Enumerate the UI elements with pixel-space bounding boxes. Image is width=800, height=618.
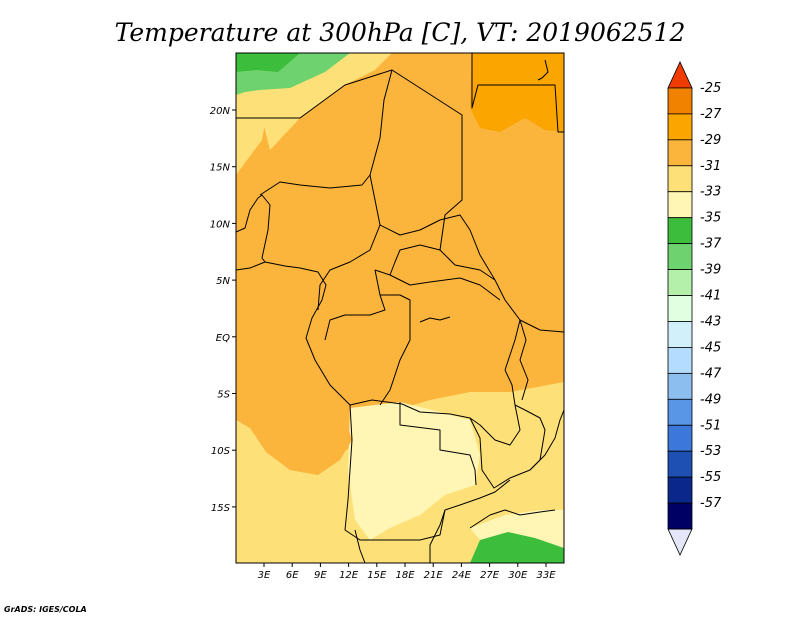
colorbar-label: -49: [700, 392, 721, 407]
colorbar-swatch: [667, 502, 693, 530]
map-panel: 3E 6E 9E 12E 15E 18E 21E 24E 27E 30E 33E 20N 15N 10N…: [210, 52, 565, 581]
colorbar-label: -33: [700, 185, 721, 200]
lat-tick-label: 20N: [210, 106, 231, 117]
colorbar-swatch: [667, 87, 693, 115]
colorbar-swatch: [667, 398, 693, 426]
colorbar-swatch: [667, 321, 693, 348]
coastline-west: [236, 261, 564, 489]
colorbar-label: -57: [700, 496, 722, 511]
lon-tick-label: 24E: [452, 570, 472, 581]
border-egypt-sudan: [471, 53, 564, 133]
lon-tick-label: 15E: [367, 570, 387, 581]
lat-tick-label: 5N: [216, 276, 230, 287]
colorbar-label: -53: [700, 444, 721, 459]
latitude-ticks: 20N 15N 10N 5N EQ 5S 10S 15S: [210, 106, 236, 514]
colorbar-swatch: [667, 372, 693, 400]
lon-tick-label: 18E: [395, 570, 415, 581]
colorbar-swatch: [667, 217, 693, 245]
colorbar-label: -25: [700, 81, 721, 96]
lat-tick-label: 10N: [210, 219, 231, 230]
map-frame: [235, 52, 565, 564]
lon-tick-label: 27E: [480, 570, 500, 581]
colorbar-label: -43: [700, 314, 721, 329]
border-angola-drc: [399, 402, 477, 486]
colorbar-swatch: [667, 269, 693, 296]
colorbar-label: -27: [700, 107, 722, 122]
field-band-35-37-south: [470, 532, 564, 563]
colorbar-label: -35: [700, 211, 721, 226]
border-drc-east: [469, 369, 521, 446]
lat-tick-label: EQ: [216, 333, 230, 344]
colorbar-label: -55: [700, 470, 721, 485]
border-chad-car: [389, 244, 441, 276]
lon-tick-label: 30E: [508, 570, 528, 581]
lat-tick-label: 5S: [217, 390, 230, 401]
border-angola: [344, 404, 511, 541]
colorbar: -25 -27 -29 -31 -33 -35 -37 -39 -41 -43 -45 -47 -49 -…: [667, 61, 722, 556]
colorbar-label: -37: [700, 237, 722, 252]
map-title: Temperature at 300hPa [C], VT: 201906251…: [115, 18, 686, 47]
lon-tick-label: 3E: [258, 570, 271, 581]
border-namibia-botswana: [429, 509, 446, 563]
field-band-33-35-angola: [348, 402, 480, 540]
nile-delta-segment: [537, 59, 549, 81]
colorbar-label: -51: [700, 418, 721, 433]
field-band-29-31-coast: [236, 292, 352, 475]
lat-tick-label: 15N: [210, 163, 231, 174]
border-sahel: [236, 69, 564, 333]
lake-tanganyika: [519, 319, 529, 401]
lon-tick-label: 33E: [536, 570, 556, 581]
border-niger-chad: [259, 69, 393, 196]
longitude-ticks: 3E 6E 9E 12E 15E 18E 21E 24E 27E 30E 33E: [258, 563, 556, 581]
colorbar-swatch: [667, 191, 693, 219]
border-zambia-zimbabwe: [469, 509, 556, 529]
colorbar-swatch: [667, 243, 693, 270]
lon-tick-label: 12E: [339, 570, 359, 581]
grads-credit: GrADS: IGES/COLA: [4, 605, 87, 614]
colorbar-label: -31: [700, 159, 721, 174]
colorbar-swatch: [667, 139, 693, 167]
lat-tick-label: 10S: [211, 446, 231, 457]
country-borders: [236, 53, 564, 563]
border-west-africa: [236, 194, 271, 263]
border-namibia: [354, 529, 366, 563]
lat-tick-label: 15S: [211, 503, 231, 514]
colorbar-swatch: [667, 450, 693, 478]
lon-tick-label: 9E: [314, 570, 327, 581]
border-congo: [379, 294, 411, 406]
lon-tick-label: 6E: [286, 570, 299, 581]
colorbar-swatch: [667, 113, 693, 141]
colorbar-label: -45: [700, 340, 721, 355]
field-band-35-37-north: [236, 53, 300, 72]
colorbar-label: -39: [700, 263, 721, 278]
border-tanzania: [514, 404, 546, 471]
colorbar-swatch: [667, 165, 693, 193]
congo-river-segment: [419, 316, 451, 323]
lon-tick-label: 21E: [424, 570, 444, 581]
colorbar-swatch: [667, 476, 693, 504]
border-car-north: [379, 214, 496, 281]
field-band-27-29: [470, 53, 564, 132]
colorbar-swatch: [667, 424, 693, 452]
colorbar-label: -47: [700, 366, 722, 381]
colorbar-swatch: [667, 295, 693, 322]
colorbar-label: -29: [700, 133, 721, 148]
border-nigeria-cameroon: [317, 174, 381, 311]
colorbar-label: -41: [700, 289, 721, 304]
colorbar-bottom-arrow: [667, 528, 693, 556]
border-great-lakes: [504, 319, 521, 371]
colorbar-top-arrow: [667, 61, 693, 89]
colorbar-swatch: [667, 347, 693, 374]
